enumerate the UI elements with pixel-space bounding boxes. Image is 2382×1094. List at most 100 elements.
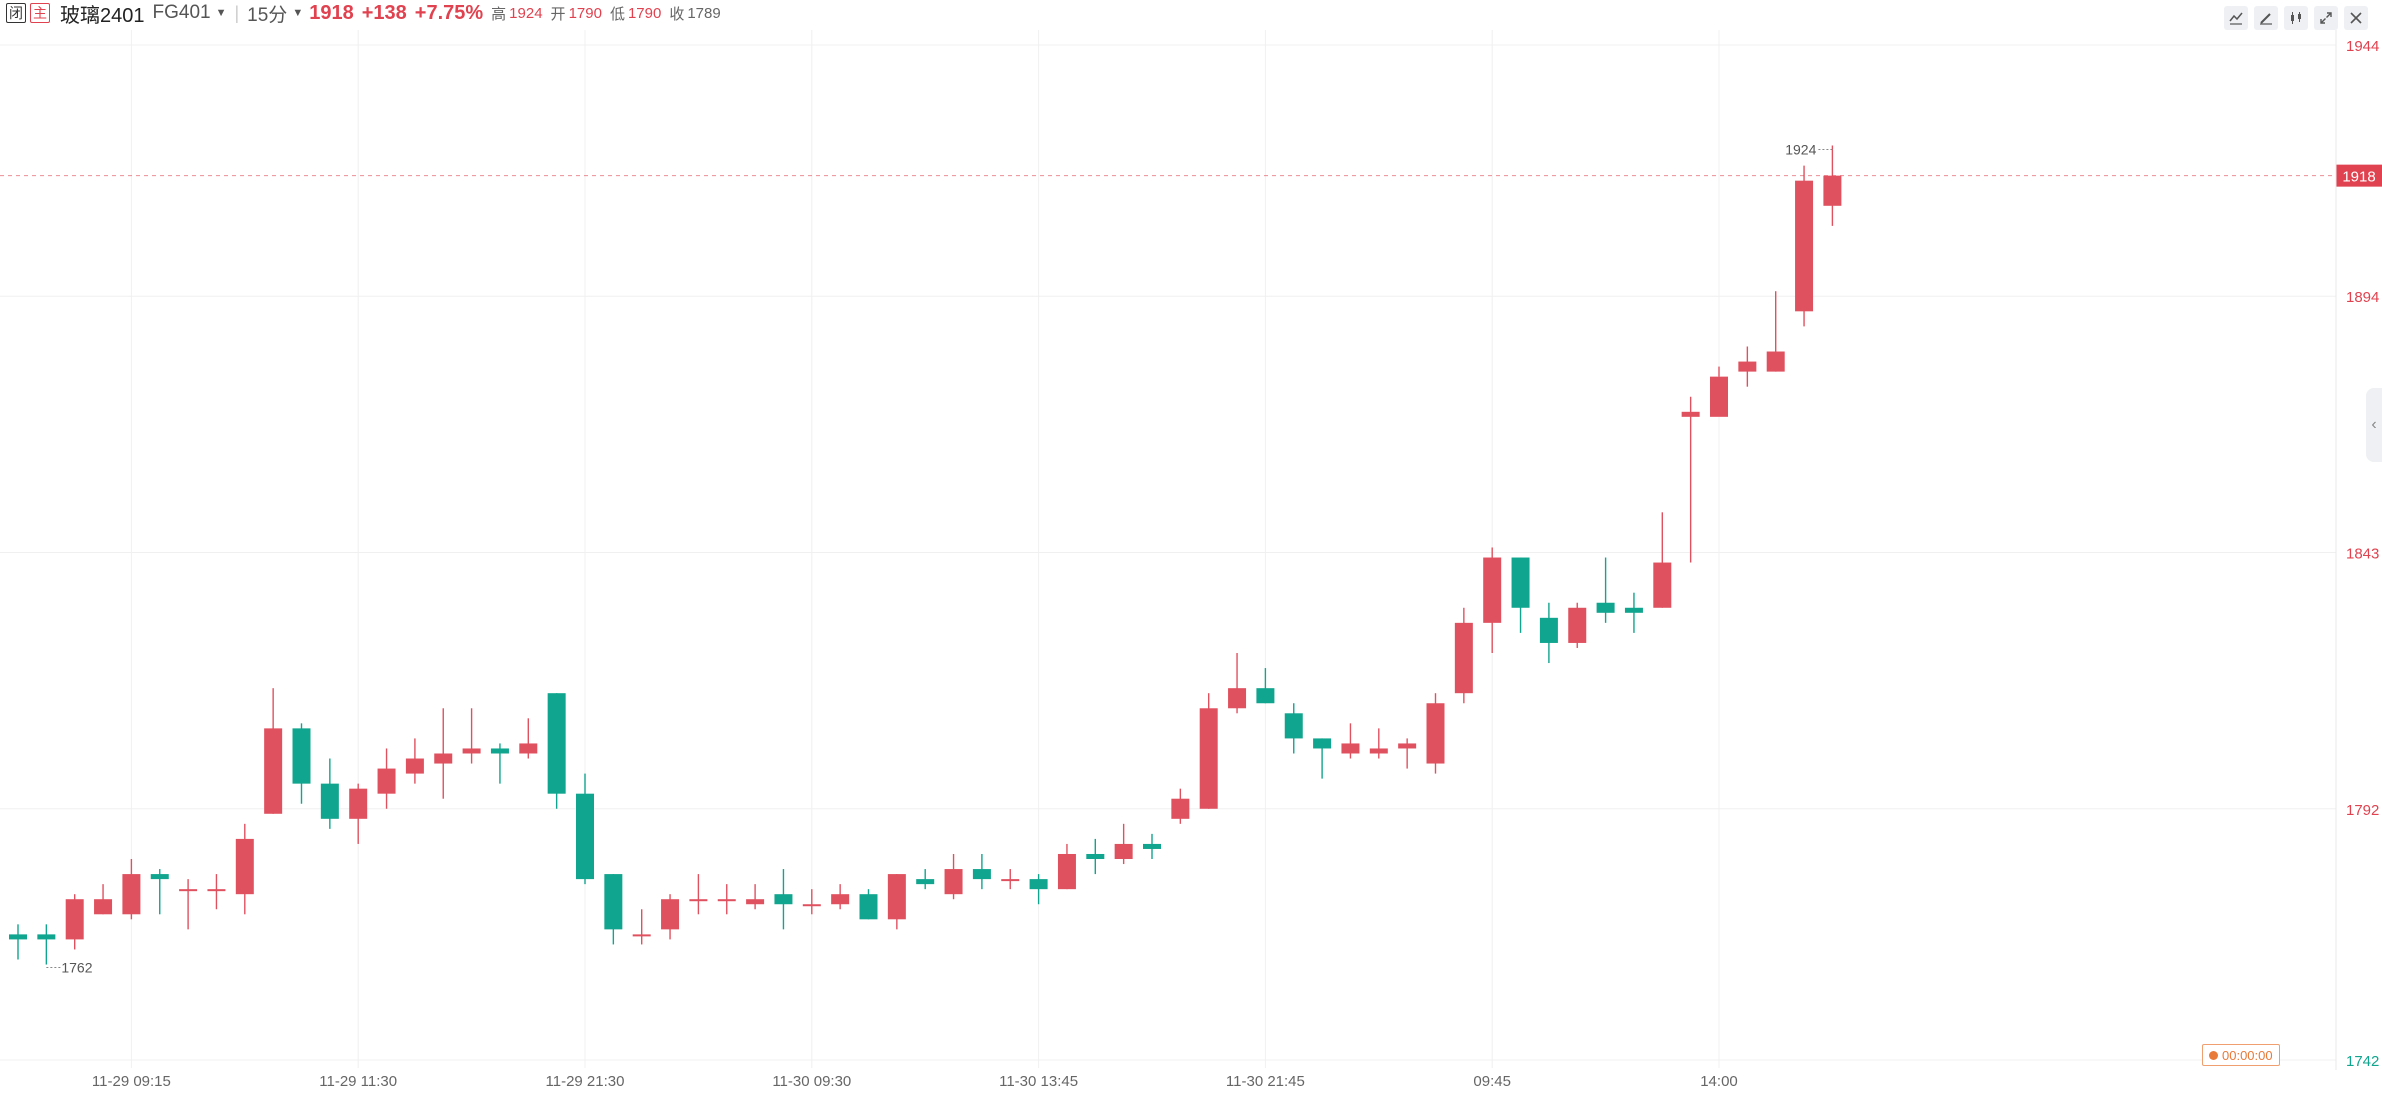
candle-body [1143, 843, 1161, 849]
candle-body [717, 899, 736, 902]
y-tick-label: 1792 [2346, 802, 2379, 819]
candle-body [1398, 743, 1417, 749]
indicator-icon[interactable] [2224, 6, 2248, 30]
candle-body [320, 783, 339, 819]
x-tick-label: 14:00 [1700, 1073, 1738, 1090]
x-tick-label: 11-30 21:45 [1226, 1073, 1305, 1090]
candle [972, 853, 991, 890]
candle-body [1057, 853, 1076, 890]
candle-body [1114, 843, 1133, 860]
candle-body [1511, 557, 1530, 608]
price-change-pct: +7.75% [414, 1, 484, 24]
divider: | [234, 2, 240, 23]
candle [1086, 838, 1105, 875]
chevron-left-icon: ‹ [2371, 416, 2377, 433]
candle-body [746, 899, 765, 905]
countdown-value: 00:00:00 [2222, 1047, 2273, 1063]
x-tick-label: 11-29 09:15 [92, 1073, 171, 1090]
collapse-panel-tab[interactable]: ‹ [2366, 388, 2382, 462]
period-selector[interactable]: 15分 [247, 4, 288, 26]
candle [264, 688, 283, 814]
candle-body [405, 758, 424, 774]
chevron-down-icon[interactable]: ▼ [215, 7, 227, 19]
candle-body [1284, 713, 1303, 739]
candle-style-icon[interactable] [2284, 6, 2308, 30]
candle [604, 874, 623, 945]
candle-body [661, 899, 680, 930]
candle [1171, 788, 1190, 824]
candle [774, 869, 793, 930]
last-price: 1918 [309, 1, 354, 24]
candle-body [1001, 879, 1020, 882]
main-contract-badge: 主 [30, 3, 50, 23]
candle [94, 884, 113, 915]
candle [292, 723, 311, 804]
candle [1596, 557, 1615, 623]
instrument-code[interactable]: FG401 [152, 2, 211, 23]
candle [1511, 557, 1530, 633]
candle-body [916, 879, 935, 885]
candle-body [1029, 879, 1048, 890]
candle [1738, 346, 1757, 387]
x-tick-label: 11-30 09:30 [772, 1073, 851, 1090]
candle [490, 743, 509, 784]
candle [831, 884, 850, 910]
x-tick-label: 11-29 11:30 [319, 1073, 397, 1090]
candle [1284, 703, 1303, 754]
chevron-down-icon[interactable]: ▼ [292, 7, 304, 19]
market-closed-badge: 闭 [6, 3, 26, 23]
candle-body [1171, 798, 1190, 819]
candle-body [576, 793, 594, 880]
candle [377, 748, 396, 809]
candle-body [434, 753, 453, 764]
current-price-label: 1918 [2342, 169, 2375, 186]
candle [1710, 366, 1728, 417]
candle [1143, 833, 1161, 860]
candle [462, 708, 481, 764]
x-tick-label: 11-29 21:30 [546, 1073, 625, 1090]
candle [1341, 723, 1360, 759]
close-label: 收 [669, 5, 685, 23]
expand-icon[interactable] [2314, 6, 2338, 30]
candle [1256, 668, 1275, 704]
time-axis: 11-29 09:15 11-29 11:30 11-29 21:30 11-30 0… [92, 1073, 1738, 1090]
candle [1057, 843, 1076, 890]
draw-pen-icon[interactable] [2254, 6, 2278, 30]
low-marker-label: 1762 [61, 960, 92, 976]
candle [661, 894, 680, 940]
chart-grid [0, 30, 2336, 1068]
candle [1228, 652, 1247, 714]
instrument-name[interactable]: 玻璃2401 [60, 4, 145, 27]
instrument-header: 闭 主 玻璃2401 FG401 ▼ | 15分 ▼ 1918 +138 +7.… [6, 0, 729, 27]
candle [746, 884, 765, 910]
current-price-tag [2336, 164, 2382, 187]
candle-body [1653, 562, 1672, 608]
candle-body [774, 894, 793, 905]
candle-body [122, 874, 141, 915]
x-tick-label: 11-30 13:45 [999, 1073, 1078, 1090]
candle-body [1313, 738, 1332, 749]
candle [1795, 165, 1814, 327]
candle [1454, 607, 1473, 704]
candle [235, 823, 254, 915]
close-icon[interactable] [2344, 6, 2368, 30]
candle [519, 718, 538, 759]
candle-body [65, 899, 84, 940]
candle-body [1341, 743, 1360, 754]
candle-body [1823, 175, 1842, 206]
candle [1653, 512, 1672, 608]
candle-body [37, 934, 56, 940]
candle-body [292, 728, 311, 784]
candle-body [1539, 617, 1558, 643]
candle-body [1738, 361, 1757, 372]
candle-body [1454, 622, 1473, 694]
candle [547, 693, 566, 809]
candle-body [1256, 688, 1275, 704]
candle-body [179, 889, 198, 892]
countdown-timer: 00:00:00 [2202, 1044, 2280, 1066]
candle-body [887, 874, 906, 920]
x-tick-label: 09:45 [1473, 1073, 1511, 1090]
candle-body [207, 889, 226, 892]
candle [320, 758, 339, 829]
